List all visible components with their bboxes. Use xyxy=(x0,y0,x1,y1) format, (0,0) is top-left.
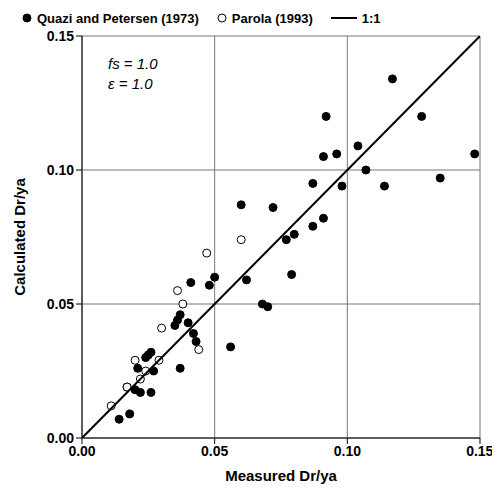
svg-text:0.15: 0.15 xyxy=(466,443,492,459)
svg-text:Measured Dr/ya: Measured Dr/ya xyxy=(225,467,337,484)
svg-text:0.00: 0.00 xyxy=(47,430,74,446)
svg-text:0.15: 0.15 xyxy=(47,28,74,44)
svg-text:0.05: 0.05 xyxy=(201,443,228,459)
html-text:ε = 1.0: ε = 1.0 xyxy=(108,75,153,92)
svg-text:0.00: 0.00 xyxy=(68,442,96,459)
svg-text:0.10: 0.10 xyxy=(47,162,74,178)
html-text:fs = 1.0: fs = 1.0 xyxy=(108,55,158,72)
svg-text:0.05: 0.05 xyxy=(47,296,74,312)
html-text:Parola (1993): Parola (1993) xyxy=(231,10,313,26)
html-text:1:1: 1:1 xyxy=(361,10,381,26)
svg-text:Calculated Dr/ya: Calculated Dr/ya xyxy=(11,178,28,296)
html-text:Quazi and Petersen (1973): Quazi and Petersen (1973) xyxy=(37,10,199,26)
svg-text:0.10: 0.10 xyxy=(334,443,361,459)
